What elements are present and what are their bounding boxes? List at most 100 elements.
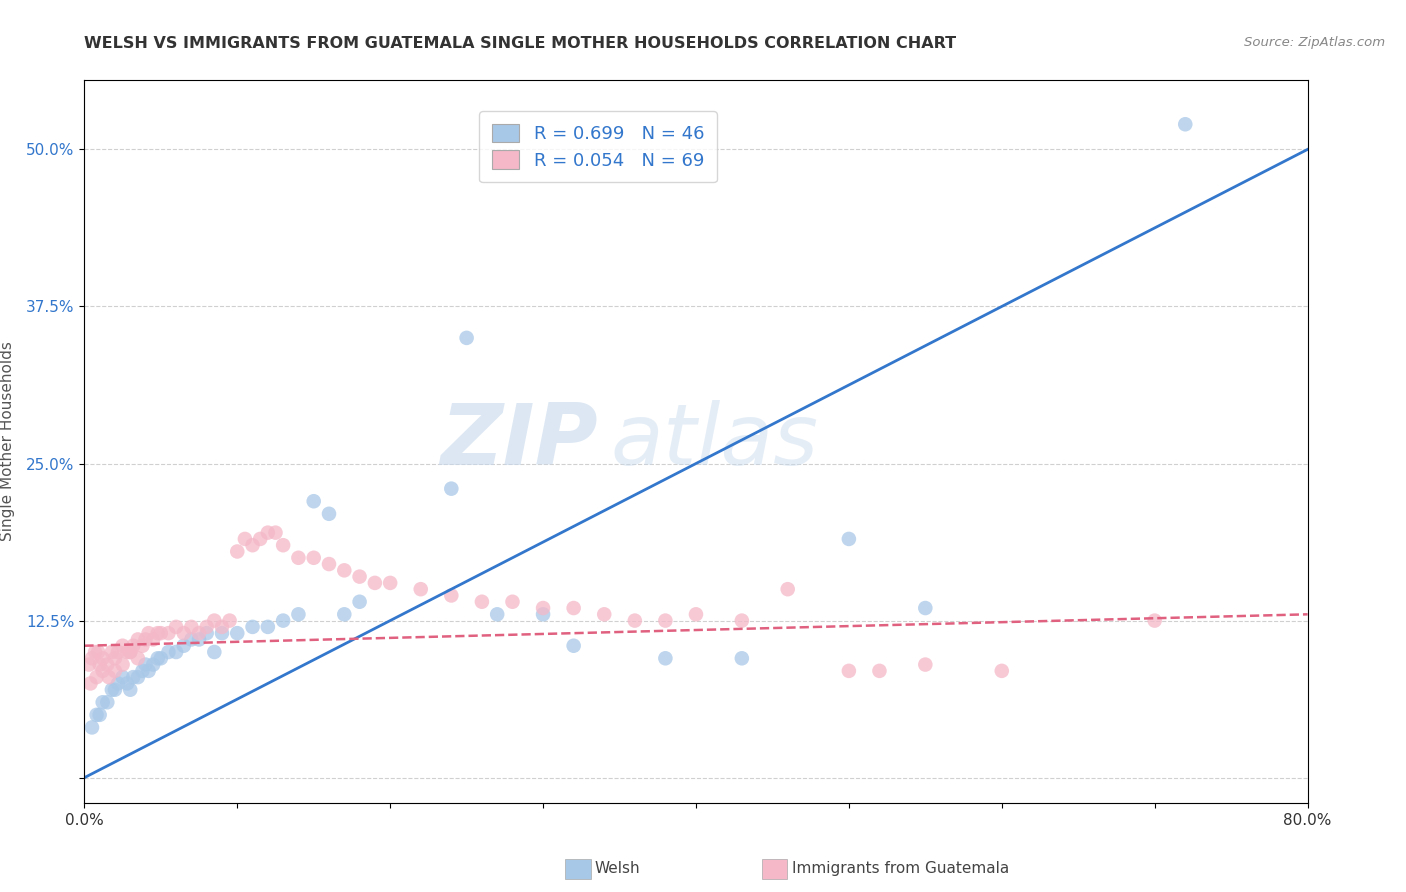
Point (138, 664, 160, 678)
Point (502, 595, 524, 609)
Point (202, 645, 225, 659)
Point (333, 607, 356, 622)
Point (562, 639, 585, 653)
Point (80, 720, 103, 734)
Point (135, 632, 157, 647)
Point (96, 695, 118, 709)
Point (654, 651, 676, 665)
Point (122, 639, 145, 653)
Point (115, 645, 138, 659)
Point (120, 645, 142, 659)
Point (127, 651, 149, 665)
Point (471, 595, 494, 609)
Point (157, 626, 180, 640)
Point (127, 632, 149, 647)
Point (1174, 117, 1197, 131)
Point (91, 664, 114, 678)
Point (120, 645, 142, 659)
Legend: R = 0.699   N = 46, R = 0.054   N = 69: R = 0.699 N = 46, R = 0.054 N = 69 (479, 111, 717, 182)
Point (318, 507, 340, 521)
Point (562, 601, 585, 615)
Point (104, 664, 127, 678)
Point (131, 639, 153, 653)
Text: atlas: atlas (610, 400, 818, 483)
Point (242, 620, 264, 634)
Text: Welsh: Welsh (595, 862, 640, 876)
Point (146, 626, 169, 640)
Point (264, 525, 287, 540)
Point (104, 651, 127, 665)
Point (180, 620, 202, 634)
Point (84, 645, 107, 659)
Point (111, 657, 134, 672)
Point (120, 682, 142, 697)
Point (115, 676, 138, 690)
Point (593, 607, 616, 622)
Point (440, 482, 463, 496)
Point (211, 620, 233, 634)
Point (142, 657, 165, 672)
Point (107, 676, 129, 690)
Point (173, 639, 195, 653)
Point (233, 532, 256, 546)
Point (97, 670, 120, 684)
Point (211, 626, 233, 640)
Point (87, 645, 110, 659)
Point (914, 657, 936, 672)
Point (1143, 614, 1166, 628)
Text: Source: ZipAtlas.com: Source: ZipAtlas.com (1244, 36, 1385, 49)
Point (165, 620, 187, 634)
Point (486, 607, 509, 622)
Point (142, 632, 165, 647)
Point (195, 626, 218, 640)
Point (226, 626, 249, 640)
Point (127, 670, 149, 684)
Point (79, 676, 101, 690)
Point (157, 645, 180, 659)
Point (242, 538, 264, 552)
Point (101, 682, 124, 697)
Point (149, 651, 172, 665)
Point (838, 664, 860, 678)
Point (195, 620, 218, 634)
Point (333, 563, 356, 577)
Point (302, 550, 325, 565)
Point (218, 614, 240, 628)
Point (122, 670, 145, 684)
Point (456, 331, 478, 345)
Point (349, 569, 371, 583)
Point (86, 670, 108, 684)
Point (188, 626, 211, 640)
Text: Immigrants from Guatemala: Immigrants from Guatemala (792, 862, 1010, 876)
Point (180, 632, 202, 647)
Point (838, 532, 860, 546)
Text: WELSH VS IMMIGRANTS FROM GUATEMALA SINGLE MOTHER HOUSEHOLDS CORRELATION CHART: WELSH VS IMMIGRANTS FROM GUATEMALA SINGL… (84, 36, 956, 51)
Point (271, 538, 294, 552)
Point (96, 657, 118, 672)
Point (380, 575, 402, 590)
Point (80, 651, 103, 665)
Point (173, 626, 195, 640)
Point (89, 707, 111, 722)
Point (135, 657, 157, 672)
Point (731, 614, 754, 628)
Point (654, 614, 676, 628)
Point (104, 682, 127, 697)
Point (111, 670, 134, 684)
Point (869, 664, 891, 678)
Point (409, 582, 432, 597)
Point (731, 651, 754, 665)
Point (287, 607, 309, 622)
Point (188, 632, 211, 647)
Point (91, 651, 114, 665)
Point (77, 657, 100, 672)
Point (131, 664, 153, 678)
Point (165, 645, 187, 659)
Point (249, 532, 271, 546)
Point (271, 614, 294, 628)
Point (202, 614, 225, 628)
Point (440, 589, 463, 603)
Point (91, 695, 114, 709)
Point (149, 626, 172, 640)
Point (111, 639, 134, 653)
